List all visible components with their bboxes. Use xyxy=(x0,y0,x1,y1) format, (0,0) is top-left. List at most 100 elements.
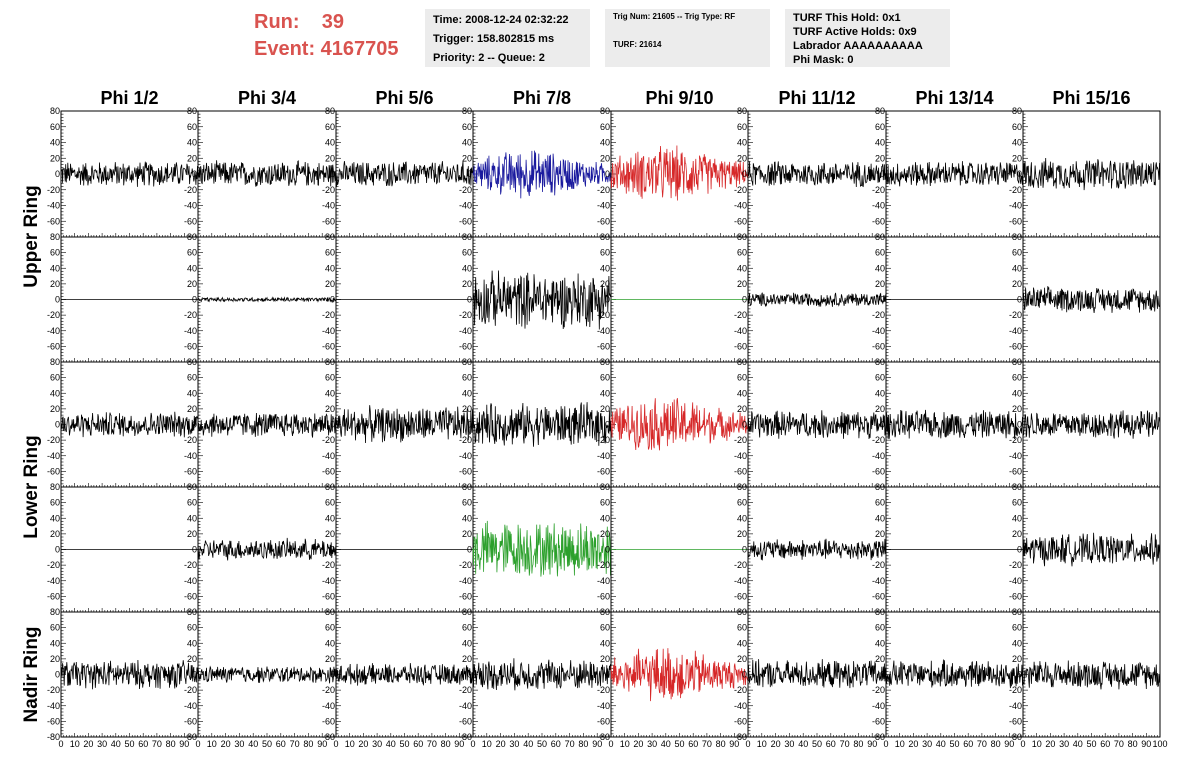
y-tick-label: -40 xyxy=(47,451,60,461)
y-tick-label: 0 xyxy=(192,169,197,179)
x-tick-label: 0 xyxy=(1020,739,1025,749)
y-tick-label: -20 xyxy=(597,435,610,445)
y-tick-label: -40 xyxy=(184,326,197,336)
y-tick-label: 20 xyxy=(1012,279,1022,289)
y-tick-label: 0 xyxy=(330,295,335,305)
y-tick-label: 20 xyxy=(50,279,60,289)
x-tick-label: 80 xyxy=(303,739,313,749)
y-tick-label: 0 xyxy=(880,295,885,305)
x-tick-label: 40 xyxy=(936,739,946,749)
y-tick-label: 0 xyxy=(880,670,885,680)
y-tick-label: 20 xyxy=(187,153,197,163)
y-tick-label: 80 xyxy=(737,357,747,367)
y-tick-label: 60 xyxy=(875,623,885,633)
y-tick-label: -20 xyxy=(184,560,197,570)
y-tick-label: -60 xyxy=(872,591,885,601)
y-tick-label: -40 xyxy=(1009,451,1022,461)
y-tick-label: 40 xyxy=(1012,263,1022,273)
y-tick-label: -40 xyxy=(872,326,885,336)
x-tick-label: 90 xyxy=(179,739,189,749)
y-tick-label: -20 xyxy=(597,185,610,195)
y-tick-label: -40 xyxy=(322,201,335,211)
y-tick-label: -20 xyxy=(734,185,747,195)
y-tick-label: 80 xyxy=(187,106,197,116)
y-tick-label: 0 xyxy=(605,670,610,680)
y-tick-label: 20 xyxy=(875,153,885,163)
y-tick-label: -20 xyxy=(184,310,197,320)
y-tick-label: 60 xyxy=(1012,498,1022,508)
y-tick-label: -40 xyxy=(734,326,747,336)
phi-mask-line: Phi Mask: 0 xyxy=(793,54,854,66)
labrador-line: Labrador AAAAAAAAAA xyxy=(793,40,923,52)
y-tick-label: 20 xyxy=(462,529,472,539)
y-tick-label: 40 xyxy=(600,388,610,398)
y-tick-label: 40 xyxy=(737,388,747,398)
y-tick-label: -60 xyxy=(1009,591,1022,601)
waveform-trace xyxy=(335,405,474,444)
x-tick-label: 80 xyxy=(1128,739,1138,749)
x-tick-label: 10 xyxy=(482,739,492,749)
y-tick-label: 0 xyxy=(880,169,885,179)
y-tick-label: -40 xyxy=(459,576,472,586)
y-tick-label: -60 xyxy=(322,216,335,226)
run-label: Run: 39 xyxy=(254,11,345,33)
y-tick-label: 60 xyxy=(600,623,610,633)
y-tick-label: -60 xyxy=(734,341,747,351)
y-tick-label: 20 xyxy=(737,654,747,664)
waveform-trace xyxy=(747,538,887,561)
y-tick-label: -80 xyxy=(459,732,472,742)
y-tick-label: -80 xyxy=(184,732,197,742)
waveform-trace xyxy=(472,520,612,577)
y-tick-label: 60 xyxy=(600,373,610,383)
y-tick-label: 20 xyxy=(325,529,335,539)
waveform-trace xyxy=(747,410,887,440)
y-tick-label: 80 xyxy=(325,607,335,617)
x-tick-label: 40 xyxy=(111,739,121,749)
y-tick-label: -60 xyxy=(872,216,885,226)
y-tick-label: -20 xyxy=(597,685,610,695)
waveform-trace xyxy=(197,665,337,684)
y-tick-label: 40 xyxy=(325,513,335,523)
y-tick-label: -60 xyxy=(47,216,60,226)
y-tick-label: 60 xyxy=(737,122,747,132)
y-tick-label: -40 xyxy=(597,451,610,461)
y-tick-label: -20 xyxy=(459,185,472,195)
x-tick-label: 20 xyxy=(221,739,231,749)
y-tick-label: 80 xyxy=(875,232,885,242)
y-tick-label: -40 xyxy=(47,201,60,211)
x-tick-label: 10 xyxy=(70,739,80,749)
x-tick-label: 40 xyxy=(386,739,396,749)
y-tick-label: 20 xyxy=(187,279,197,289)
waveform-trace xyxy=(1022,532,1161,567)
y-tick-label: -20 xyxy=(1009,435,1022,445)
y-tick-label: -60 xyxy=(459,591,472,601)
y-tick-label: -60 xyxy=(872,341,885,351)
x-tick-label: 80 xyxy=(578,739,588,749)
y-tick-label: 80 xyxy=(50,232,60,242)
y-tick-label: 40 xyxy=(600,263,610,273)
y-tick-label: 60 xyxy=(187,498,197,508)
y-tick-label: 80 xyxy=(187,607,197,617)
y-tick-label: 20 xyxy=(600,404,610,414)
x-tick-label: 30 xyxy=(97,739,107,749)
y-tick-label: -20 xyxy=(1009,185,1022,195)
y-tick-label: -20 xyxy=(597,560,610,570)
turf-num-line: TURF: 21614 xyxy=(613,40,662,49)
y-tick-label: 80 xyxy=(325,357,335,367)
y-tick-label: 20 xyxy=(600,279,610,289)
y-tick-label: 40 xyxy=(325,388,335,398)
x-tick-label: 0 xyxy=(333,739,338,749)
y-tick-label: 20 xyxy=(875,279,885,289)
y-tick-label: -60 xyxy=(872,716,885,726)
y-tick-label: 60 xyxy=(875,122,885,132)
y-tick-label: 40 xyxy=(875,388,885,398)
y-tick-label: 20 xyxy=(50,153,60,163)
x-tick-label: 90 xyxy=(729,739,739,749)
y-tick-label: -60 xyxy=(184,341,197,351)
waveform-trace xyxy=(197,537,337,561)
y-tick-label: -20 xyxy=(322,685,335,695)
y-tick-label: 60 xyxy=(1012,623,1022,633)
y-tick-label: -40 xyxy=(184,201,197,211)
y-tick-label: 80 xyxy=(50,482,60,492)
y-tick-label: 40 xyxy=(462,388,472,398)
